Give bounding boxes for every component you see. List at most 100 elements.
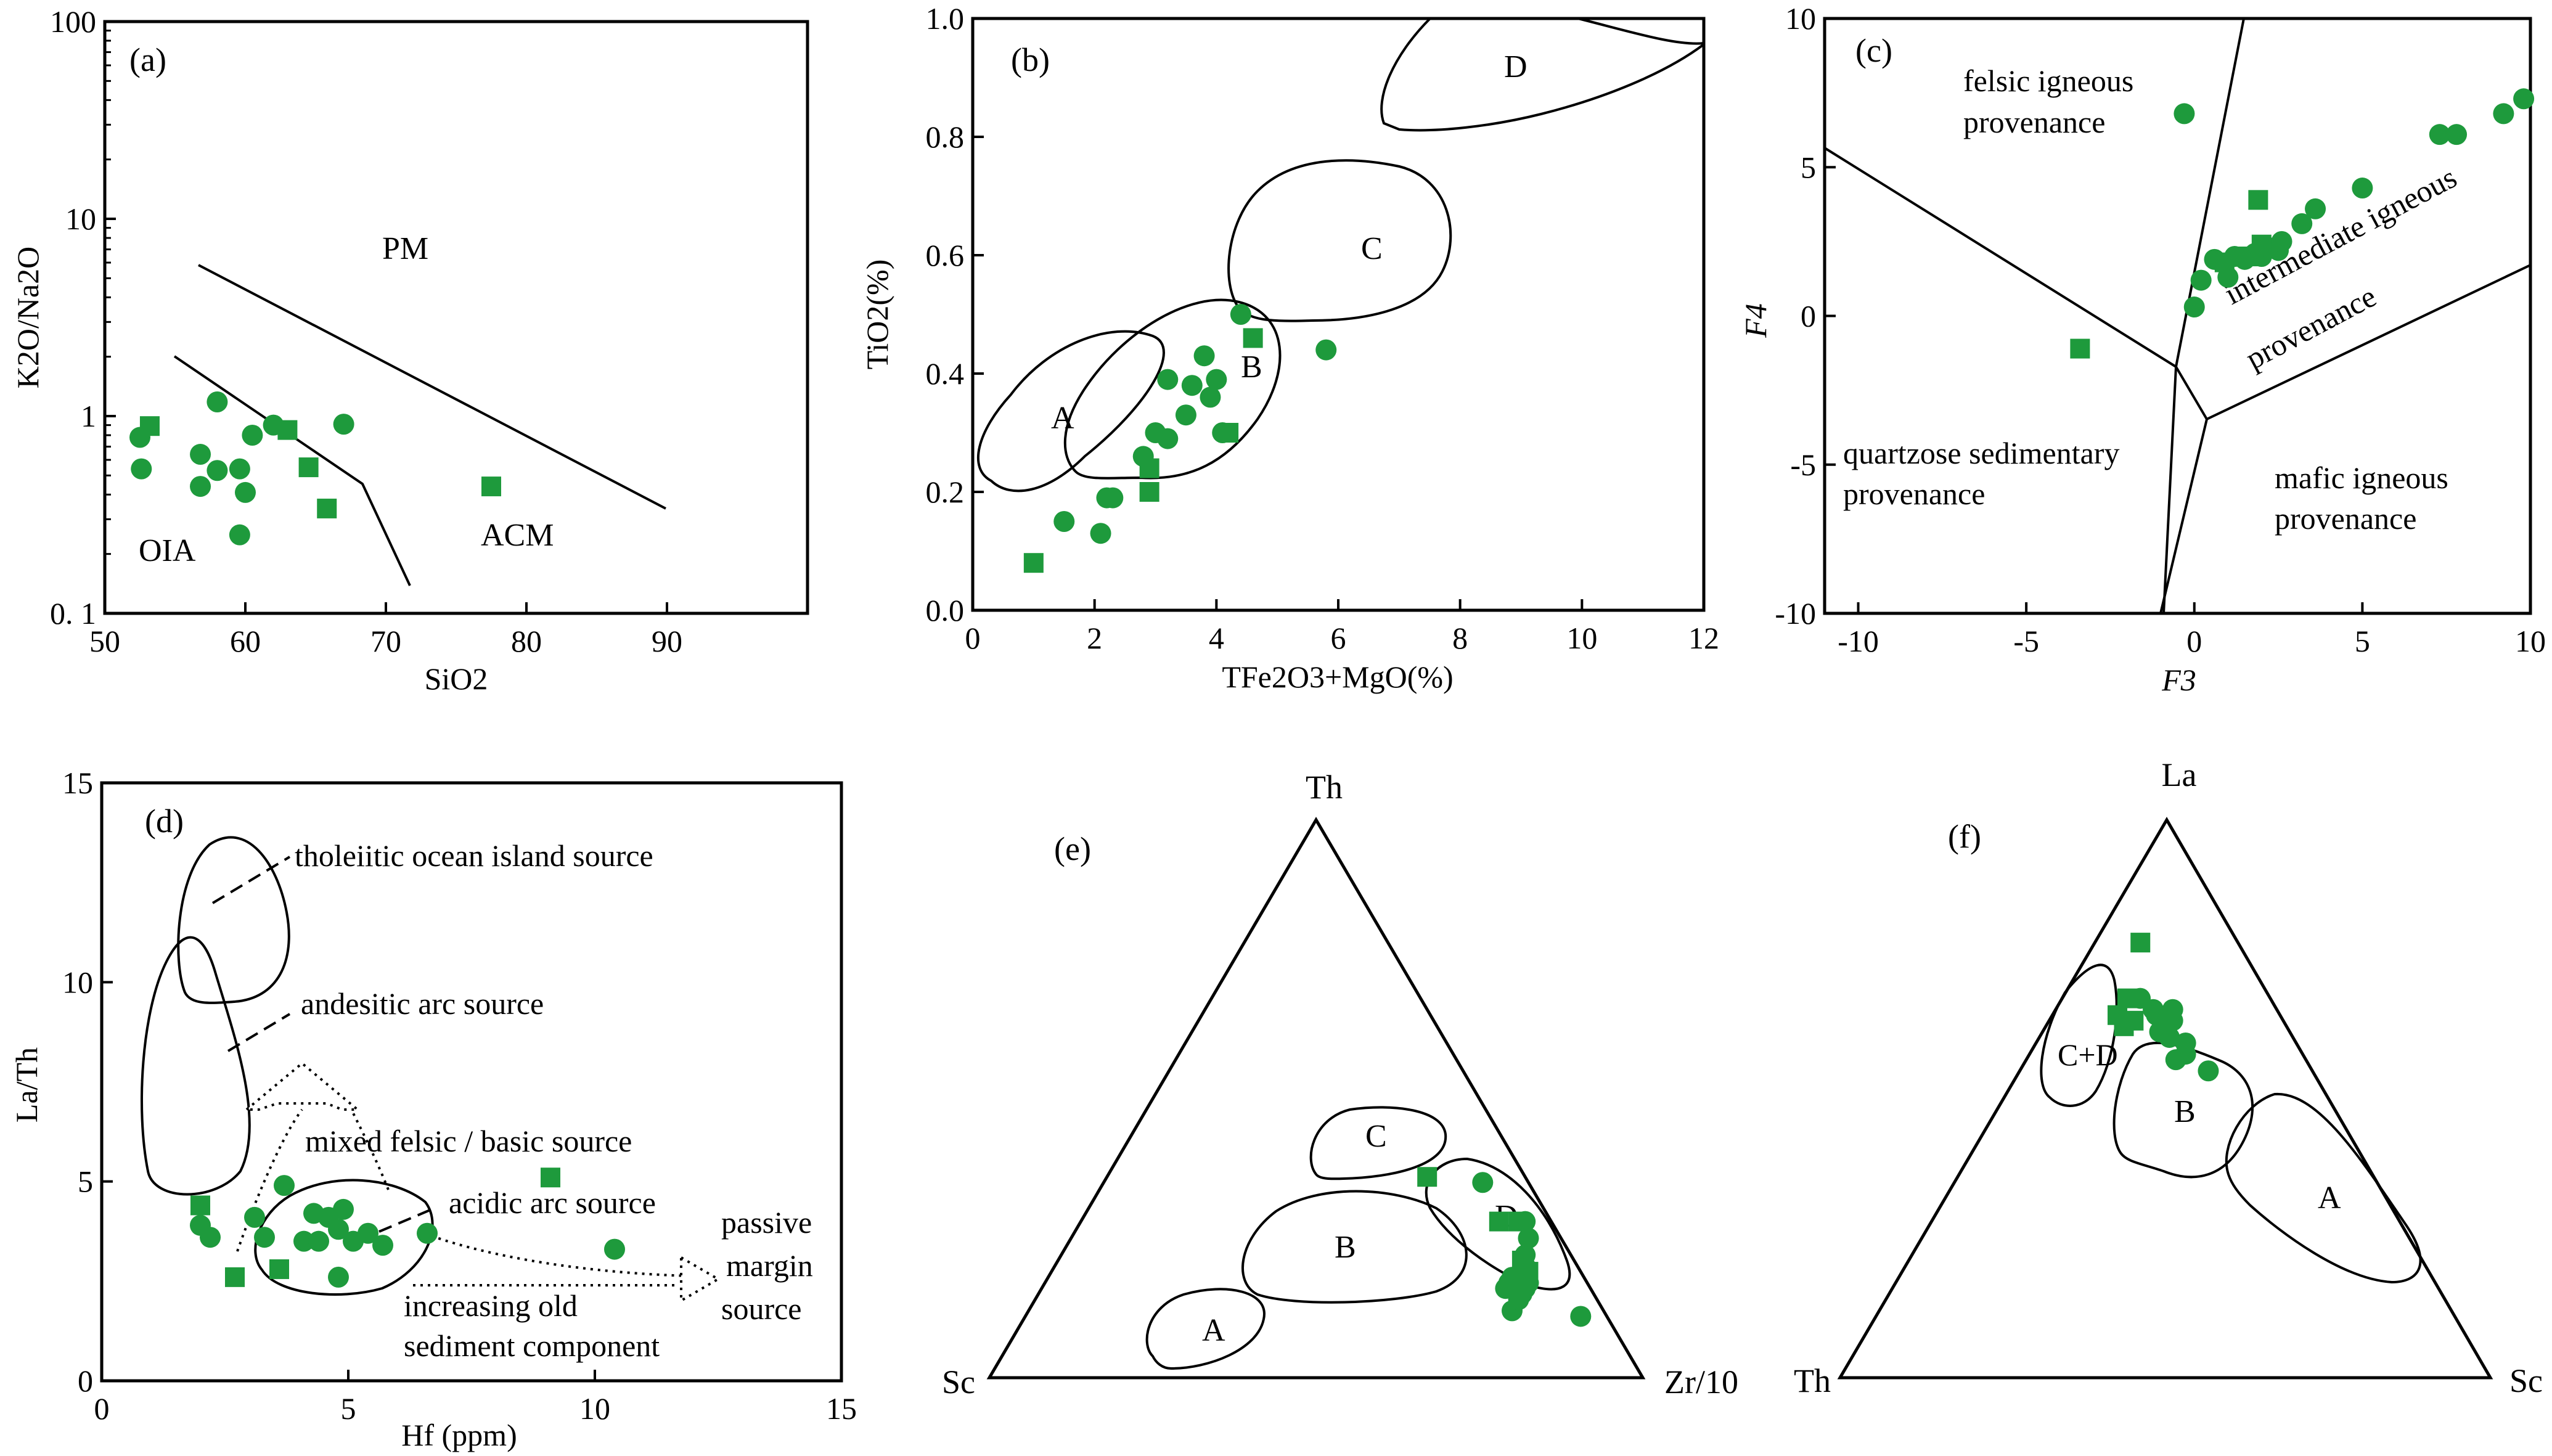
panel-d-ann-passive-3: source bbox=[721, 1291, 802, 1326]
panel-c-quartzose-1: quartzose sedimentary bbox=[1843, 436, 2119, 470]
panel-a: (a) PM ACM OIA 50 60 70 80 90 0. 1 1 10 100 SiO2… bbox=[10, 4, 809, 696]
panel-e-field-c: C bbox=[1365, 1119, 1387, 1154]
data-point bbox=[2271, 231, 2292, 252]
x-tick-label: 12 bbox=[1688, 621, 1719, 655]
data-point bbox=[2251, 234, 2272, 255]
y-tick-label: 0.2 bbox=[926, 475, 965, 509]
y-tick-label: 0 bbox=[1801, 299, 1816, 333]
panel-a-label: (a) bbox=[129, 41, 166, 78]
panel-e-field-d-outline bbox=[1425, 1157, 1571, 1291]
panel-d-ann-mixed: mixed felsic / basic source bbox=[305, 1124, 632, 1158]
panel-d: (d) tholeiitic ocean island source andes… bbox=[9, 766, 857, 1452]
panel-a-field-pm: PM bbox=[382, 231, 428, 266]
data-point bbox=[1053, 511, 1075, 532]
data-point bbox=[2214, 252, 2235, 272]
data-point bbox=[2305, 198, 2326, 219]
y-tick-label: 1 bbox=[81, 399, 96, 433]
panel-d-ann-increasing-1: increasing old bbox=[404, 1288, 578, 1323]
panel-f-field-a-outline bbox=[2225, 1092, 2422, 1284]
panel-b-field-d: D bbox=[1504, 49, 1528, 84]
x-tick-label: 10 bbox=[579, 1391, 610, 1426]
data-point bbox=[372, 1235, 393, 1256]
y-tick-label: 5 bbox=[1801, 150, 1816, 184]
x-tick-label: -10 bbox=[1838, 624, 1879, 658]
data-point bbox=[1193, 345, 1215, 367]
panel-e-field-a-outline bbox=[1145, 1288, 1266, 1370]
data-point bbox=[200, 1227, 221, 1248]
panel-d-ann-acidic: acidic arc source bbox=[449, 1185, 656, 1220]
data-point bbox=[417, 1222, 438, 1244]
x-tick-label: 0 bbox=[94, 1391, 110, 1426]
y-tick-label: 0 bbox=[78, 1364, 93, 1398]
panel-e-vertex-right: Zr/10 bbox=[1664, 1364, 1738, 1401]
panel-e-field-c-outline bbox=[1309, 1106, 1447, 1180]
panel-d-ann-passive-2: margin bbox=[726, 1248, 813, 1283]
x-tick-label: 4 bbox=[1209, 621, 1224, 655]
y-tick-label: 0.6 bbox=[926, 238, 965, 272]
data-point bbox=[1243, 328, 1263, 348]
data-point bbox=[2291, 213, 2313, 234]
data-point bbox=[190, 476, 211, 497]
panel-d-mixed-arrow-left bbox=[236, 1108, 303, 1252]
panel-f-field-b: B bbox=[2174, 1094, 2196, 1129]
y-tick-label: 1.0 bbox=[926, 1, 965, 36]
panel-c-line-se bbox=[2159, 264, 2531, 614]
data-point bbox=[207, 460, 228, 481]
data-point bbox=[235, 481, 256, 503]
data-point bbox=[2352, 178, 2373, 199]
panel-b-label: (b) bbox=[1011, 41, 1050, 78]
data-point bbox=[229, 458, 250, 480]
panel-c-felsic-1: felsic igneous bbox=[1963, 63, 2133, 98]
data-point bbox=[2493, 103, 2514, 125]
data-point bbox=[190, 444, 211, 465]
y-tick-label: 10 bbox=[65, 202, 96, 236]
x-tick-label: 5 bbox=[341, 1391, 356, 1426]
panel-e-vertex-top: Th bbox=[1306, 769, 1343, 806]
panel-f-label: (f) bbox=[1948, 818, 1981, 855]
panel-f-vertex-right: Sc bbox=[2509, 1362, 2543, 1399]
data-point bbox=[1489, 1211, 1509, 1232]
panel-b-frame bbox=[971, 17, 1706, 612]
y-tick-label: 10 bbox=[62, 965, 93, 999]
panel-a-oia-boundary bbox=[173, 355, 411, 586]
panel-b-field-a-outline bbox=[976, 330, 1165, 493]
data-point bbox=[308, 1230, 329, 1252]
panel-e-label: (e) bbox=[1054, 830, 1091, 867]
data-point bbox=[317, 498, 337, 518]
data-point bbox=[254, 1227, 275, 1248]
x-tick-label: 10 bbox=[2515, 624, 2546, 658]
panel-d-frame bbox=[100, 781, 843, 1383]
panel-d-label: (d) bbox=[145, 803, 184, 840]
x-tick-label: 10 bbox=[1566, 621, 1597, 655]
y-tick-label: 15 bbox=[62, 766, 93, 800]
x-tick-label: 0 bbox=[2186, 624, 2202, 658]
panel-a-frame bbox=[103, 20, 809, 615]
panel-d-marks bbox=[190, 1168, 625, 1288]
panel-e-triangle bbox=[986, 817, 1646, 1380]
panel-b-marks bbox=[1023, 304, 1337, 573]
data-point bbox=[2446, 124, 2468, 145]
panel-d-acidic-field bbox=[254, 1179, 434, 1296]
data-point bbox=[1139, 482, 1159, 502]
panel-d-xlabel: Hf (ppm) bbox=[401, 1418, 517, 1452]
panel-c-ticks: -10 -5 0 5 10 -10 -5 0 5 10 bbox=[1775, 1, 2546, 658]
y-tick-label: 0.0 bbox=[926, 593, 965, 628]
panel-d-ann-passive-1: passive bbox=[721, 1205, 812, 1240]
data-point bbox=[1090, 523, 1111, 544]
panel-e-field-b: B bbox=[1335, 1230, 1356, 1265]
panel-d-ann-increasing-2: sediment component bbox=[404, 1328, 660, 1363]
data-point bbox=[1570, 1306, 1592, 1327]
data-point bbox=[293, 1230, 314, 1252]
panel-e-field-b-outline bbox=[1241, 1190, 1468, 1304]
panel-f-triangle bbox=[1837, 817, 2493, 1380]
panel-d-leader-andesitic bbox=[227, 1013, 291, 1052]
panel-c-felsic-2: provenance bbox=[1963, 105, 2105, 139]
data-point bbox=[2159, 1026, 2180, 1048]
panel-e-vertex-left: Sc bbox=[942, 1364, 975, 1401]
data-point bbox=[1200, 386, 1221, 408]
data-point bbox=[1219, 423, 1239, 443]
y-tick-label: 10 bbox=[1785, 1, 1816, 36]
panel-c-line-sw bbox=[1823, 147, 2178, 614]
panel-b-xlabel: TFe2O3+MgO(%) bbox=[1222, 660, 1453, 694]
x-tick-label: 5 bbox=[2355, 624, 2370, 658]
